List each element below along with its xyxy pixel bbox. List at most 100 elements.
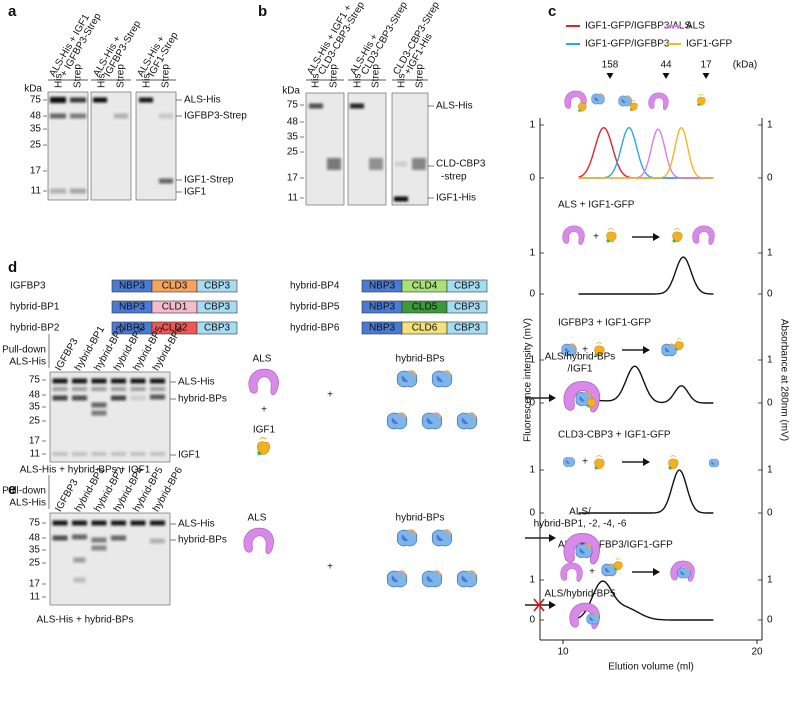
domain-label: CLD1 [162, 302, 188, 313]
icon [601, 563, 617, 577]
kda-marker: 75 [29, 518, 41, 529]
gel-band [111, 452, 126, 456]
domain-label: CLD6 [412, 323, 438, 334]
kda-marker: 11 [30, 592, 41, 603]
icon [396, 529, 418, 547]
y-tick-label: 1 [529, 575, 535, 586]
y2-axis-label: Absorbance at 280nm (mV) [778, 319, 789, 441]
gel-band [350, 103, 364, 109]
icon [456, 570, 478, 588]
gel-band [52, 395, 68, 401]
gel [305, 92, 345, 206]
gel [47, 91, 89, 201]
icon [708, 458, 720, 468]
y2-tick-label: 0 [767, 615, 773, 626]
arrow-head [643, 458, 650, 466]
lane-label: His [397, 74, 408, 88]
gel-band [139, 97, 153, 103]
icon [667, 455, 679, 471]
lane-label: His [353, 74, 364, 88]
band-label: CLD-CBP3 [436, 159, 486, 170]
lane-label: His [54, 74, 65, 88]
gel [90, 91, 132, 201]
icon [674, 338, 684, 352]
gel-band [52, 452, 68, 456]
icon [248, 368, 279, 396]
band-label: -strep [441, 172, 467, 183]
band-label: hybrid-BPs [178, 535, 227, 546]
construct-name: hybrid-BP5 [290, 302, 340, 313]
subpanel-title: IGFBP3 + IGF1-GFP [558, 318, 651, 329]
lane-label: Strep [415, 64, 426, 88]
y-tick-label: 1 [529, 120, 535, 131]
legend-label: IGF1-GFP/IGFBP3/ALS [585, 21, 691, 32]
y-tick-label: 1 [529, 465, 535, 476]
gel-band [150, 538, 165, 544]
size-marker: 44 [660, 60, 672, 71]
domain-label: CLD5 [412, 302, 438, 313]
y2-tick-label: 1 [767, 465, 773, 476]
icon [255, 437, 271, 457]
domain-label: NBP3 [369, 323, 396, 334]
kda-marker: 48 [287, 117, 299, 128]
kda-marker: 35 [30, 124, 42, 135]
lane-label: His [97, 74, 108, 88]
kda-marker: 25 [287, 147, 299, 158]
kda-marker: 35 [29, 402, 41, 413]
icon [396, 370, 418, 388]
band-label: ALS-His [178, 377, 215, 388]
kda-marker: 75 [29, 375, 41, 386]
plus: + [327, 562, 333, 573]
plus: + [327, 390, 333, 401]
gel-band [150, 387, 165, 391]
gel-band [395, 161, 407, 167]
trace [578, 580, 714, 621]
construct-name: IGFBP3 [10, 281, 46, 292]
band-label: ALS-His [436, 101, 473, 112]
gel-caption: ALS-His + hybrid-BPs [37, 615, 134, 626]
scheme-label: ALS/ [569, 507, 591, 518]
arrow-head [549, 601, 556, 609]
gel-band [72, 395, 87, 401]
x-axis-label: Elution volume (ml) [608, 662, 694, 673]
gel-band [114, 113, 128, 119]
gel-band [70, 113, 86, 119]
icon [386, 570, 408, 588]
cross [533, 598, 545, 612]
icon [692, 225, 715, 245]
y2-tick-label: 0 [767, 508, 773, 519]
y-tick-label: 0 [529, 173, 535, 184]
pulldown-label: Pull-down [2, 486, 46, 497]
domain-box [196, 321, 238, 335]
domain-label: CBP3 [454, 302, 481, 313]
gel-band [91, 410, 107, 416]
arrow-head [643, 346, 650, 354]
gel-band [72, 387, 87, 391]
gel-band [93, 97, 107, 103]
panel-label: c [548, 3, 556, 20]
band-label: IGFBP3-Strep [184, 111, 247, 122]
gel [347, 92, 387, 206]
band-label: ALS-His [184, 95, 221, 106]
gel-band [70, 97, 86, 103]
gel-band [309, 103, 323, 109]
lane-label: His [142, 74, 153, 88]
gel-band [72, 378, 87, 384]
domain-label: NBP3 [119, 302, 146, 313]
band-label: IGF1 [178, 450, 201, 461]
scheme-label: hybrid-BPs [396, 513, 445, 524]
domain-label: NBP3 [369, 281, 396, 292]
icon [618, 95, 632, 107]
legend-label: IGF1-GFP/IGFBP3 [585, 39, 670, 50]
domain-label: CBP3 [204, 302, 231, 313]
icon [562, 456, 576, 468]
kda-label: kDa [24, 84, 42, 95]
icon [671, 228, 683, 244]
trace [578, 365, 714, 404]
gel-band [130, 387, 146, 391]
pulldown-label: Pull-down [2, 345, 46, 356]
kda-marker: 17 [287, 173, 299, 184]
pulldown-label: ALS-His [9, 357, 46, 368]
scheme-label: /IGF1 [567, 364, 592, 375]
